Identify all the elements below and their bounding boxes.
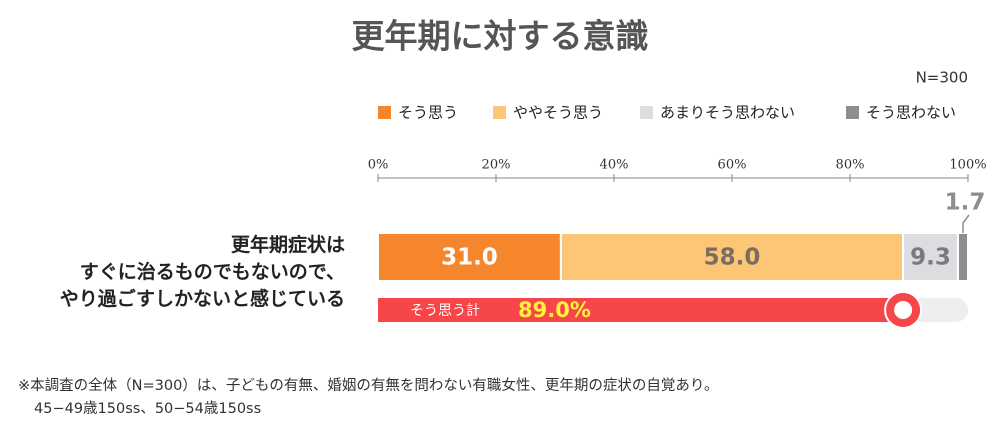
legend-label: ややそう思う	[513, 104, 603, 122]
x-tick-label: 60%	[718, 158, 747, 173]
bar-segment	[559, 232, 905, 282]
marker-dot	[894, 301, 913, 319]
data-label: 1.7	[945, 190, 986, 216]
legend-swatch	[640, 106, 653, 119]
footnote: 45−49歳150ss、50−54歳150ss	[34, 401, 262, 417]
legend-label: あまりそう思わない	[660, 104, 795, 122]
data-label: 9.3	[910, 245, 951, 271]
x-tick-label: 80%	[836, 158, 865, 173]
x-tick-label: 0%	[368, 158, 389, 173]
legend-swatch	[846, 106, 859, 119]
chart-title: 更年期に対する意識	[352, 17, 649, 56]
data-label: 31.0	[441, 245, 498, 271]
leader-line	[962, 214, 970, 233]
data-label: 58.0	[704, 245, 761, 271]
total-value: 89.0%	[518, 298, 591, 322]
bar-segment	[956, 232, 969, 282]
x-tick-label: 40%	[600, 158, 629, 173]
x-tick-label: 100%	[949, 158, 986, 173]
total-bar	[378, 298, 904, 322]
category-label: 更年期症状は すぐに治るものでもないので、 やり過ごすしかないと感じている	[59, 234, 345, 310]
bar-segment	[377, 232, 562, 282]
legend-label: そう思う	[398, 104, 458, 122]
total-label: そう思う計	[410, 303, 480, 319]
bar-segment	[902, 232, 959, 282]
legend-label: そう思わない	[866, 104, 956, 122]
footnote: ※本調査の全体（N=300）は、子どもの有無、婚姻の有無を問わない有職女性、更年…	[18, 378, 719, 394]
legend-swatch	[493, 106, 506, 119]
legend-swatch	[378, 106, 391, 119]
sample-size: N=300	[916, 69, 968, 87]
x-tick-label: 20%	[482, 158, 511, 173]
